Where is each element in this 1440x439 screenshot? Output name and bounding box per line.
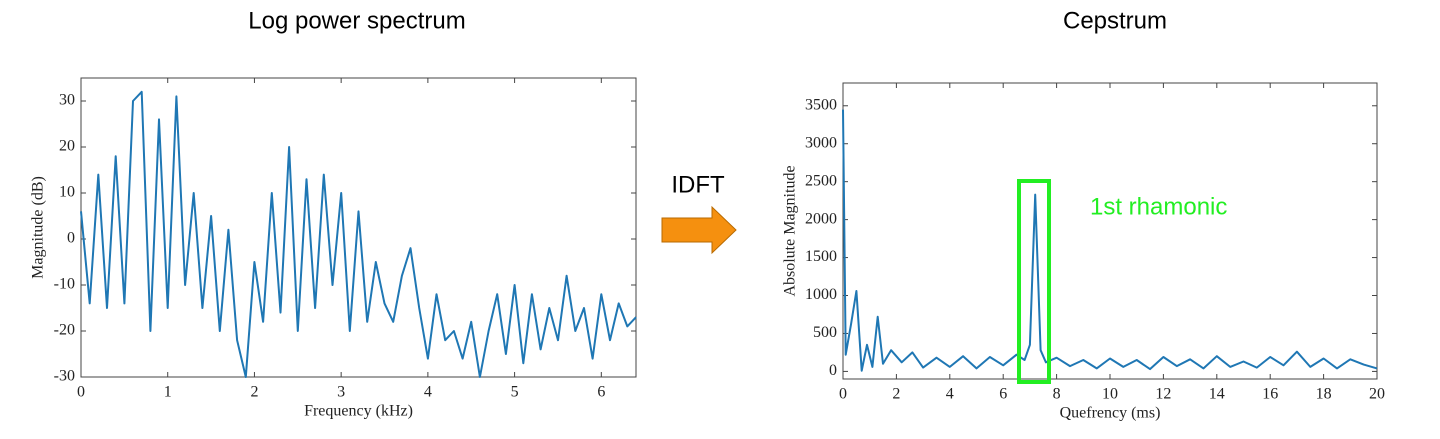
- x-tick-label: 16: [1262, 386, 1278, 403]
- x-tick-label: 12: [1155, 386, 1171, 403]
- y-axis-label: Absolute Magnitude: [782, 165, 799, 296]
- x-tick-label: 18: [1316, 386, 1332, 403]
- highlight-box: [1017, 179, 1051, 384]
- plot-area: [80, 77, 637, 378]
- arrow-label: IDFT: [671, 171, 725, 198]
- y-tick-label: 2000: [805, 210, 837, 227]
- y-tick-label: -10: [54, 276, 75, 293]
- plot-area: [842, 82, 1378, 380]
- x-tick-label: 5: [511, 384, 519, 401]
- x-tick-label: 2: [892, 386, 900, 403]
- y-tick-label: 0: [67, 230, 75, 247]
- x-tick-label: 6: [999, 386, 1007, 403]
- y-tick-label: 500: [813, 324, 837, 341]
- annotation: 1st rhamonic: [1090, 193, 1227, 220]
- arrow: [661, 205, 737, 255]
- y-tick-label: 3000: [805, 134, 837, 151]
- y-tick-label: 10: [59, 184, 75, 201]
- x-tick-label: 14: [1209, 386, 1225, 403]
- line: [842, 109, 1378, 372]
- line: [80, 90, 637, 378]
- x-axis-label: Quefrency (ms): [1060, 405, 1161, 422]
- y-tick-label: 30: [59, 92, 75, 109]
- y-tick-label: -20: [54, 322, 75, 339]
- chart-title: Log power spectrum: [248, 7, 465, 34]
- y-tick-label: 0: [829, 362, 837, 379]
- y-tick-label: 2500: [805, 172, 837, 189]
- x-tick-label: 2: [250, 384, 258, 401]
- x-tick-label: 10: [1102, 386, 1118, 403]
- x-tick-label: 4: [424, 384, 432, 401]
- y-tick-label: 20: [59, 138, 75, 155]
- y-tick-label: -30: [54, 368, 75, 385]
- x-tick-label: 0: [839, 386, 847, 403]
- y-tick-label: 1500: [805, 248, 837, 265]
- x-tick-label: 0: [77, 384, 85, 401]
- y-axis-label: Magnitude (dB): [30, 176, 47, 279]
- x-tick-label: 4: [946, 386, 954, 403]
- x-tick-label: 3: [337, 384, 345, 401]
- x-tick-label: 6: [597, 384, 605, 401]
- chart-title: Cepstrum: [1063, 7, 1167, 34]
- y-tick-label: 3500: [805, 96, 837, 113]
- x-tick-label: 20: [1369, 386, 1385, 403]
- x-tick-label: 1: [164, 384, 172, 401]
- y-tick-label: 1000: [805, 286, 837, 303]
- x-axis-label: Frequency (kHz): [304, 403, 413, 420]
- x-tick-label: 8: [1053, 386, 1061, 403]
